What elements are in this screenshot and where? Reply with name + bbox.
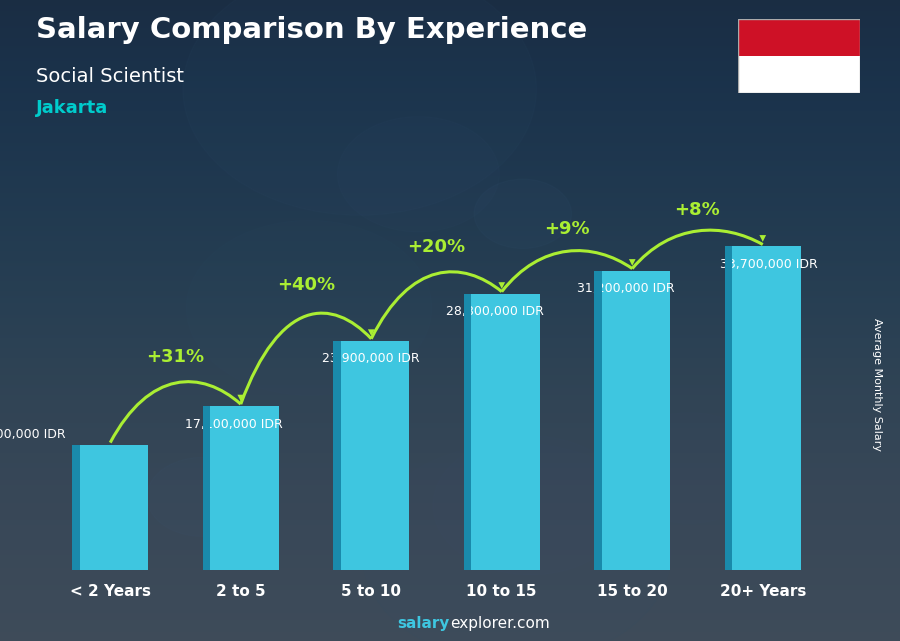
- FancyBboxPatch shape: [341, 341, 410, 570]
- Bar: [202, 406, 211, 570]
- Circle shape: [338, 117, 500, 232]
- Text: +8%: +8%: [675, 201, 720, 219]
- FancyBboxPatch shape: [472, 294, 540, 570]
- Text: 23,900,000 IDR: 23,900,000 IDR: [322, 353, 420, 365]
- Text: 33,700,000 IDR: 33,700,000 IDR: [720, 258, 818, 271]
- Bar: [738, 56, 860, 93]
- Text: Salary Comparison By Experience: Salary Comparison By Experience: [36, 16, 587, 44]
- Circle shape: [183, 0, 536, 215]
- Text: salary: salary: [398, 617, 450, 631]
- FancyBboxPatch shape: [211, 406, 279, 570]
- FancyBboxPatch shape: [602, 271, 670, 570]
- Text: +40%: +40%: [277, 276, 335, 294]
- FancyBboxPatch shape: [80, 445, 148, 570]
- Text: +31%: +31%: [147, 347, 204, 365]
- Text: 13,100,000 IDR: 13,100,000 IDR: [0, 428, 66, 441]
- Text: Average Monthly Salary: Average Monthly Salary: [872, 318, 883, 451]
- Circle shape: [474, 179, 572, 249]
- Bar: [333, 341, 341, 570]
- Text: +9%: +9%: [544, 220, 590, 238]
- Text: Social Scientist: Social Scientist: [36, 67, 184, 87]
- Bar: [724, 247, 733, 570]
- Circle shape: [147, 458, 257, 537]
- Text: Jakarta: Jakarta: [36, 99, 108, 117]
- Bar: [594, 271, 602, 570]
- Bar: [72, 445, 80, 570]
- Text: explorer.com: explorer.com: [450, 617, 550, 631]
- FancyBboxPatch shape: [733, 247, 801, 570]
- Text: 17,100,000 IDR: 17,100,000 IDR: [185, 418, 284, 431]
- Text: 28,800,000 IDR: 28,800,000 IDR: [446, 305, 544, 318]
- Text: +20%: +20%: [408, 238, 465, 256]
- Bar: [738, 19, 860, 56]
- Bar: [464, 294, 472, 570]
- Text: 31,200,000 IDR: 31,200,000 IDR: [577, 282, 674, 295]
